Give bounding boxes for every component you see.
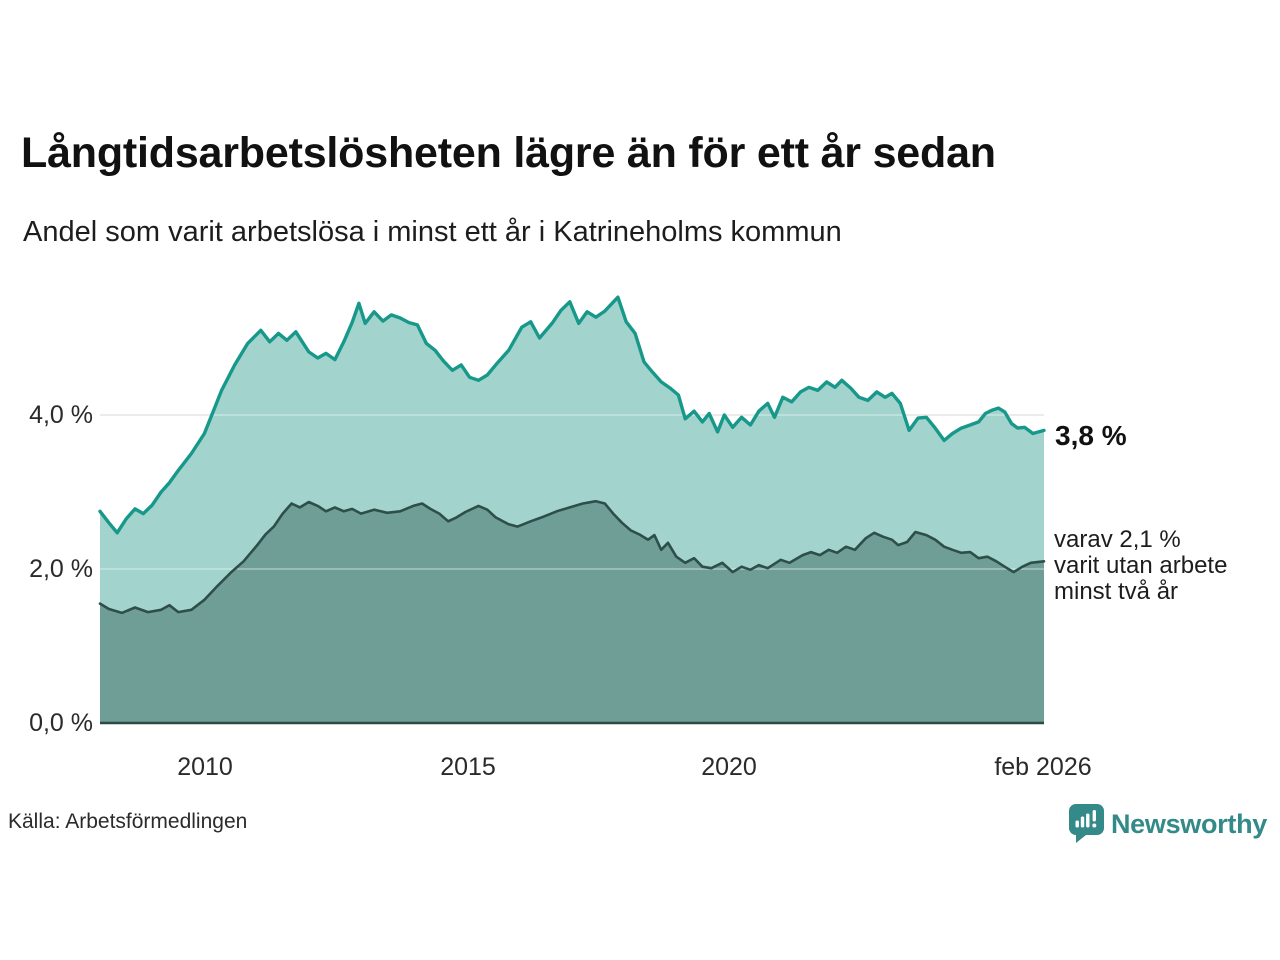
secondary-label-line-1: varav 2,1 % (1054, 526, 1181, 553)
x-tick-2010: 2010 (177, 753, 233, 781)
series-line-very-long-term (98, 499, 1046, 615)
x-tick-feb-2026: feb 2026 (994, 753, 1092, 781)
page-title: Långtidsarbetslösheten lägre än för ett … (21, 129, 996, 177)
secondary-label-line-2: varit utan arbete (1054, 552, 1228, 579)
newsworthy-bars-icon (1068, 804, 1104, 844)
page-subtitle: Andel som varit arbetslösa i minst ett å… (23, 216, 842, 248)
y-tick-0: 0,0 % (29, 709, 93, 737)
newsworthy-logo-link[interactable]: Newsworthy (1068, 804, 1267, 844)
x-tick-2015: 2015 (440, 753, 496, 781)
newsworthy-logo-text: Newsworthy (1110, 808, 1267, 839)
y-tick-2: 2,0 % (29, 555, 93, 583)
y-tick-4: 4,0 % (29, 401, 93, 429)
x-tick-2020: 2020 (701, 753, 757, 781)
secondary-series-label: varav 2,1 % varit utan arbete minst två … (1054, 527, 1227, 605)
series-line-long-term (98, 295, 1046, 535)
series-area-very-long-term (100, 501, 1044, 723)
source-attribution: Källa: Arbetsförmedlingen (8, 810, 248, 833)
secondary-label-line-3: minst två år (1054, 578, 1179, 605)
latest-value-label: 3,8 % (1055, 420, 1127, 451)
